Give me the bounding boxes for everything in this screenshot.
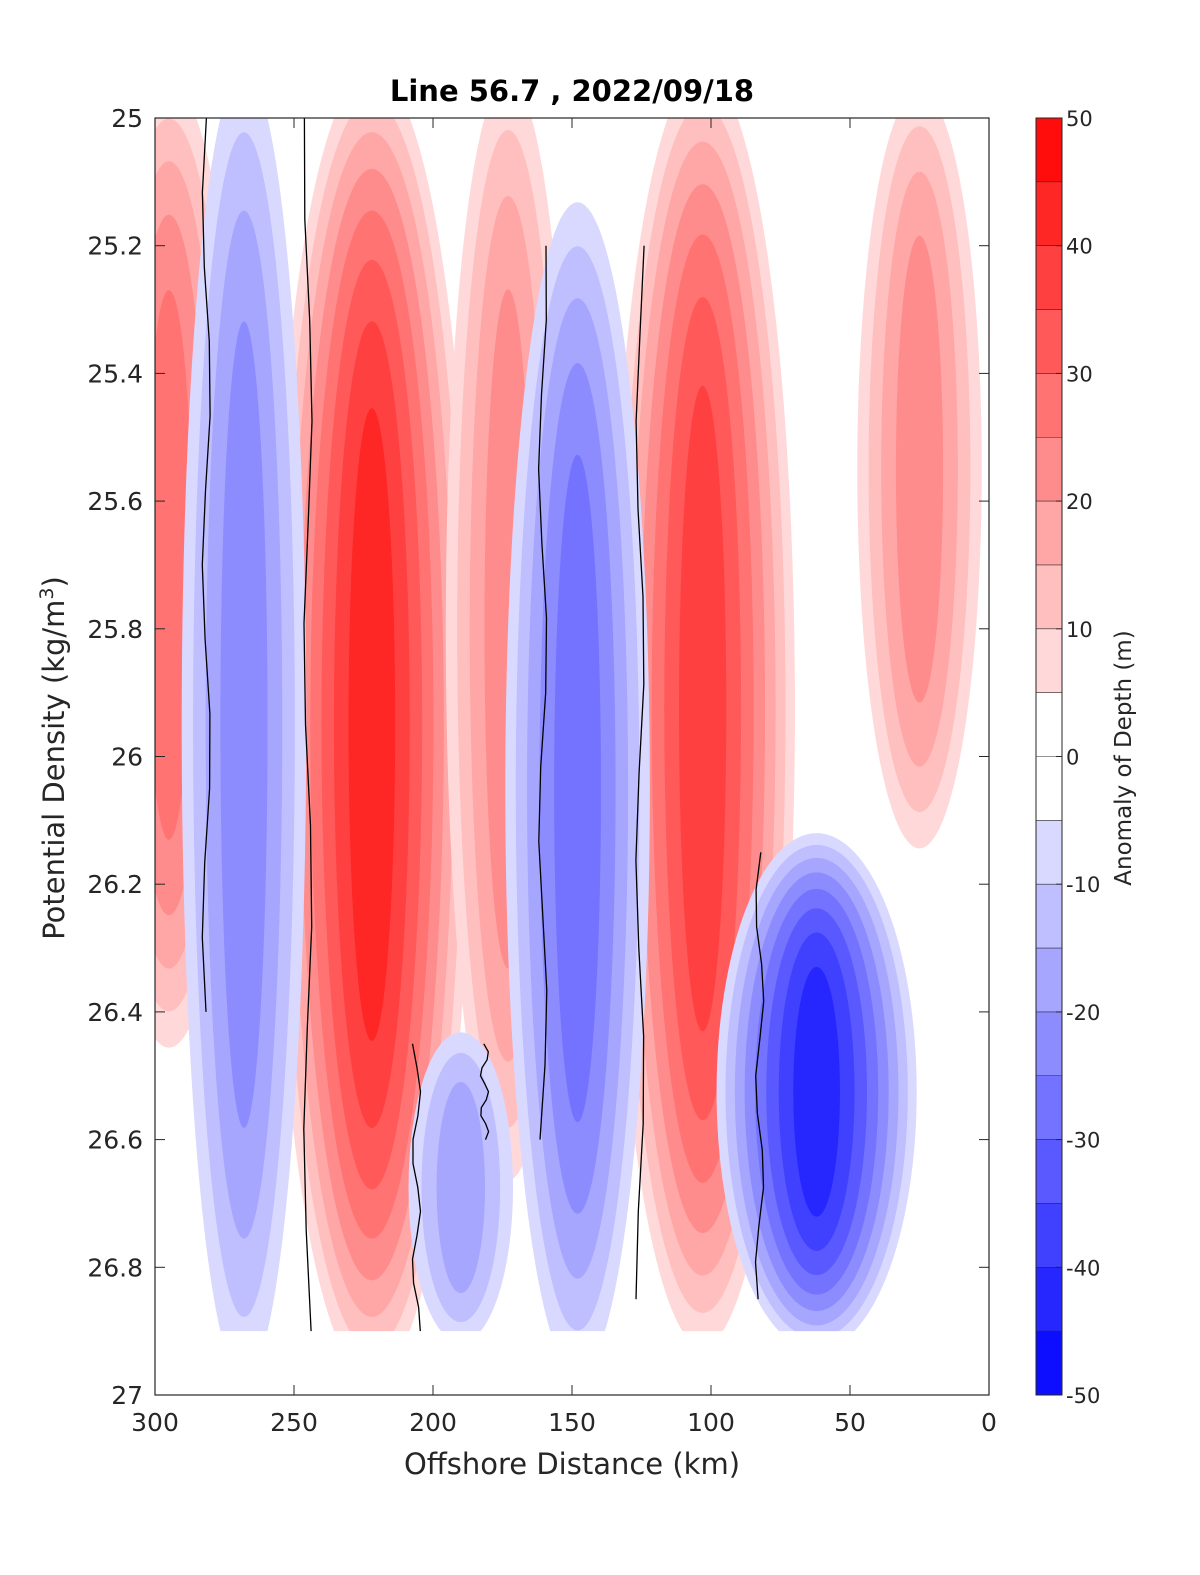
colorbar-band — [1036, 1203, 1062, 1268]
zero-contour-1 — [303, 118, 313, 1332]
anomaly-feature-4 — [857, 118, 982, 849]
y-axis-label-superscript: 3 — [36, 587, 58, 599]
colorbar-tick-label: -10 — [1066, 873, 1100, 897]
anomaly-feature-7 — [181, 118, 307, 1380]
y-axis: 25 25.2 25.4 25.6 25.8 26 26.2 26.4 26.6 26.8 27 — [87, 104, 989, 1410]
colorbar-band — [1036, 756, 1062, 821]
y-axis-label-main: Potential Density (kg/m — [37, 600, 71, 940]
anomaly-field — [155, 118, 989, 1395]
anomaly-level-5-8 — [793, 966, 840, 1217]
colorbar-band — [1036, 437, 1062, 502]
colorbar-band — [1036, 1011, 1062, 1077]
anomaly-feature-6 — [505, 202, 650, 1375]
anomaly-level-7-4 — [220, 321, 268, 1128]
y-tick-label: 26 — [111, 743, 143, 772]
zero-contour-lines — [201, 118, 765, 1332]
y-tick-label: 26.8 — [87, 1253, 143, 1282]
colorbar-tick-label: 30 — [1066, 362, 1093, 386]
y-tick-label: 25.2 — [87, 232, 143, 261]
anomaly-level-8-3 — [436, 1081, 486, 1294]
colorbar-tick-label: 40 — [1066, 235, 1093, 259]
zero-contour-4 — [537, 245, 548, 1140]
y-axis-label-close: ) — [37, 576, 71, 587]
x-tick-label: 0 — [981, 1408, 997, 1437]
zero-contour-6 — [754, 852, 765, 1300]
y-tick-label: 26.6 — [87, 1126, 143, 1155]
x-tick-label: 250 — [270, 1408, 318, 1437]
anomaly-level-4-4 — [895, 235, 944, 703]
x-tick-label: 200 — [409, 1408, 457, 1437]
y-tick-label: 26.4 — [87, 998, 143, 1027]
x-axis-label: Offshore Distance (km) — [404, 1447, 740, 1481]
colorbar-band — [1036, 1331, 1062, 1396]
colorbar-tick-label: 50 — [1066, 107, 1093, 131]
y-tick-label: 25 — [111, 104, 143, 133]
chart-title: Line 56.7 , 2022/09/18 — [390, 74, 754, 108]
colorbar-band — [1036, 1075, 1062, 1141]
y-axis-label: Potential Density (kg/m3) — [36, 576, 71, 940]
anomaly-feature-0 — [271, 118, 472, 1380]
colorbar-band — [1036, 118, 1062, 183]
colorbar-band — [1036, 501, 1062, 566]
y-tick-label: 27 — [111, 1381, 143, 1410]
x-axis: 300 250 200 150 100 50 0 — [131, 118, 997, 1437]
colorbar: 50 40 30 20 10 0 -10 -20 -30 -40 -50 — [1035, 107, 1100, 1408]
colorbar-band — [1036, 628, 1062, 694]
anomaly-feature-8 — [408, 1032, 514, 1343]
colorbar-band — [1036, 564, 1062, 630]
colorbar-band — [1036, 692, 1062, 757]
zero-contour-0 — [201, 118, 211, 1012]
colorbar-tick-label: -20 — [1066, 1001, 1100, 1025]
colorbar-band — [1036, 309, 1062, 374]
x-tick-label: 100 — [687, 1408, 735, 1437]
colorbar-band — [1036, 820, 1062, 885]
colorbar-band — [1036, 1139, 1062, 1204]
y-tick-label: 25.8 — [87, 615, 143, 644]
colorbar-tick-label: -50 — [1066, 1384, 1100, 1408]
anomaly-level-1-7 — [679, 385, 727, 1032]
colorbar-tick-label: 0 — [1066, 746, 1079, 770]
x-tick-label: 300 — [131, 1408, 179, 1437]
anomaly-feature-5 — [716, 833, 917, 1351]
colorbar-band — [1036, 245, 1062, 311]
colorbar-tick-label: -40 — [1066, 1256, 1100, 1280]
colorbar-band — [1036, 948, 1062, 1013]
zero-contour-3 — [479, 1043, 490, 1140]
y-tick-label: 25.4 — [87, 359, 143, 388]
anomaly-level-6-5 — [554, 454, 601, 1123]
zero-contour-5 — [635, 245, 645, 1300]
x-tick-label: 50 — [834, 1408, 866, 1437]
zero-contour-2 — [411, 1043, 422, 1332]
colorbar-band — [1036, 181, 1062, 247]
colorbar-tick-label: 10 — [1066, 618, 1093, 642]
colorbar-band — [1036, 373, 1062, 438]
colorbar-band — [1036, 1267, 1062, 1332]
colorbar-label: Anomaly of Depth (m) — [1111, 630, 1137, 885]
x-tick-label: 150 — [548, 1408, 596, 1437]
anomaly-level-0-8 — [348, 408, 396, 1041]
no-data-bottom — [155, 1331, 989, 1395]
colorbar-band — [1036, 884, 1062, 949]
y-tick-label: 26.2 — [87, 870, 143, 899]
colorbar-tick-label: 20 — [1066, 490, 1093, 514]
colorbar-tick-label: -30 — [1066, 1129, 1100, 1153]
y-tick-label: 25.6 — [87, 487, 143, 516]
